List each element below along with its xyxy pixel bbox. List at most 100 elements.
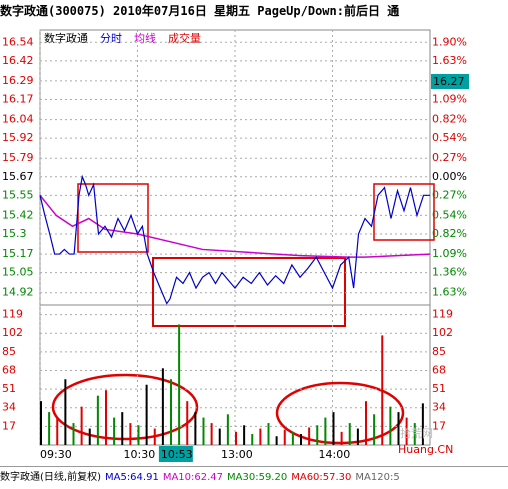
right-tick-label: 0.27%: [432, 151, 467, 164]
volume-bar: [283, 429, 286, 445]
volume-tick-label: 85: [432, 345, 446, 358]
x-tick-label: 10:30: [124, 448, 156, 461]
volume-bar: [186, 401, 189, 445]
volume-bar: [72, 423, 75, 445]
plot-frame: [39, 29, 431, 446]
status-item: MA120:5: [355, 472, 400, 483]
volume-bar: [218, 428, 221, 445]
status-item: MA10:62.47: [162, 472, 224, 483]
cursor-label-bg: [158, 446, 193, 462]
right-tick-label: 1.09%: [432, 92, 467, 105]
volume-bar: [316, 425, 319, 445]
volume-bar: [145, 384, 148, 445]
volume-bar: [340, 431, 343, 445]
watermark: Huang.CN: [398, 443, 453, 456]
volume-bar: [348, 423, 351, 445]
right-tick-label: 0.54%: [432, 208, 467, 221]
volume-bar: [251, 434, 254, 445]
volume-bar: [210, 423, 213, 445]
y-tick-label: 16.54: [2, 35, 34, 48]
volume-bar: [381, 335, 384, 445]
volume-bar: [332, 412, 335, 445]
volume-bar: [421, 403, 424, 445]
x-tick-label: 13:00: [221, 448, 253, 461]
volume-bar: [300, 434, 302, 445]
volume-bar: [324, 417, 327, 445]
price-line: [39, 174, 430, 305]
volume-bar: [226, 414, 229, 445]
volume-tick-label: 119: [432, 308, 453, 321]
annotation-ellipse: [275, 381, 405, 445]
y-tick-label: 15.55: [2, 188, 34, 201]
right-tick-label: 1.90%: [432, 35, 467, 48]
watermark: 拾荒网: [400, 426, 433, 440]
volume-bar: [170, 379, 172, 445]
volume-bar: [48, 412, 51, 445]
volume-bar: [64, 379, 67, 445]
cursor-price: 16.27: [433, 75, 465, 88]
volume-bar: [397, 412, 400, 445]
legend-entry: 数字政通: [44, 31, 88, 45]
volume-tick-label: 34: [2, 401, 16, 414]
volume-bar: [137, 425, 140, 445]
y-tick-label: 15.67: [2, 170, 34, 183]
y-tick-label: 15.42: [2, 208, 34, 221]
volume-bar: [40, 401, 42, 445]
status-bar: 数字政通(日线,前复权) MA5:64.91 MA10:62.47 MA30:59.2…: [0, 466, 508, 489]
y-tick-label: 16.29: [2, 74, 34, 87]
volume-tick-label: 51: [2, 382, 16, 395]
legend-entry: 分时: [100, 32, 122, 45]
right-tick-label: 0.54%: [432, 131, 467, 144]
volume-tick-label: 102: [432, 326, 453, 339]
volume-bar: [405, 417, 408, 445]
volume-bar: [308, 427, 311, 445]
right-tick-label: 0.82%: [432, 113, 467, 126]
volume-tick-label: 17: [432, 419, 446, 432]
volume-bar: [105, 390, 107, 445]
y-tick-label: 16.17: [2, 92, 34, 105]
y-tick-label: 15.05: [2, 266, 34, 279]
right-tick-label: 0.00%: [432, 170, 467, 183]
volume-bar: [80, 406, 83, 445]
legend-entry: 均线: [134, 31, 156, 45]
volume-bar: [365, 401, 367, 445]
title-bar: 数字政通(300075) 2010年07月16日 星期五 PageUp/Down…: [0, 0, 508, 22]
volume-tick-label: 68: [432, 363, 446, 376]
volume-bar: [413, 423, 416, 445]
right-tick-label: 1.09%: [432, 247, 467, 260]
volume-bar: [161, 368, 164, 445]
volume-bar: [235, 431, 237, 445]
x-tick-label: 14:00: [319, 448, 351, 461]
volume-tick-label: 34: [432, 401, 446, 414]
volume-bar: [267, 423, 270, 445]
y-tick-label: 15.17: [2, 247, 34, 260]
volume-bar: [178, 324, 181, 445]
y-tick-label: 15.3: [2, 227, 27, 240]
y-tick-label: 15.92: [2, 131, 34, 144]
volume-bar: [121, 412, 124, 445]
status-item: MA60:57.30: [291, 472, 352, 483]
volume-bar: [96, 395, 99, 445]
annotation-ellipse: [51, 373, 199, 441]
volume-tick-label: 85: [2, 345, 16, 358]
volume-bar: [373, 414, 376, 445]
y-tick-label: 14.92: [2, 286, 34, 299]
volume-bar: [356, 428, 359, 445]
right-tick-label: 1.36%: [432, 266, 467, 279]
right-tick-label: 1.63%: [432, 54, 467, 67]
legend-entry: 成交量: [168, 31, 201, 45]
volume-tick-label: 68: [2, 363, 16, 376]
volume-bar: [129, 423, 132, 445]
volume-bar: [259, 428, 262, 445]
annotation-box: [77, 183, 149, 253]
volume-bar: [153, 428, 156, 445]
status-item: MA5:64.91: [104, 472, 159, 483]
volume-tick-label: 51: [432, 382, 446, 395]
annotation-box: [152, 257, 346, 327]
volume-bar: [113, 417, 116, 445]
volume-bar: [291, 431, 294, 445]
status-item: 数字政通(日线,前复权): [0, 472, 101, 483]
cursor-time: 10:53: [161, 448, 193, 461]
